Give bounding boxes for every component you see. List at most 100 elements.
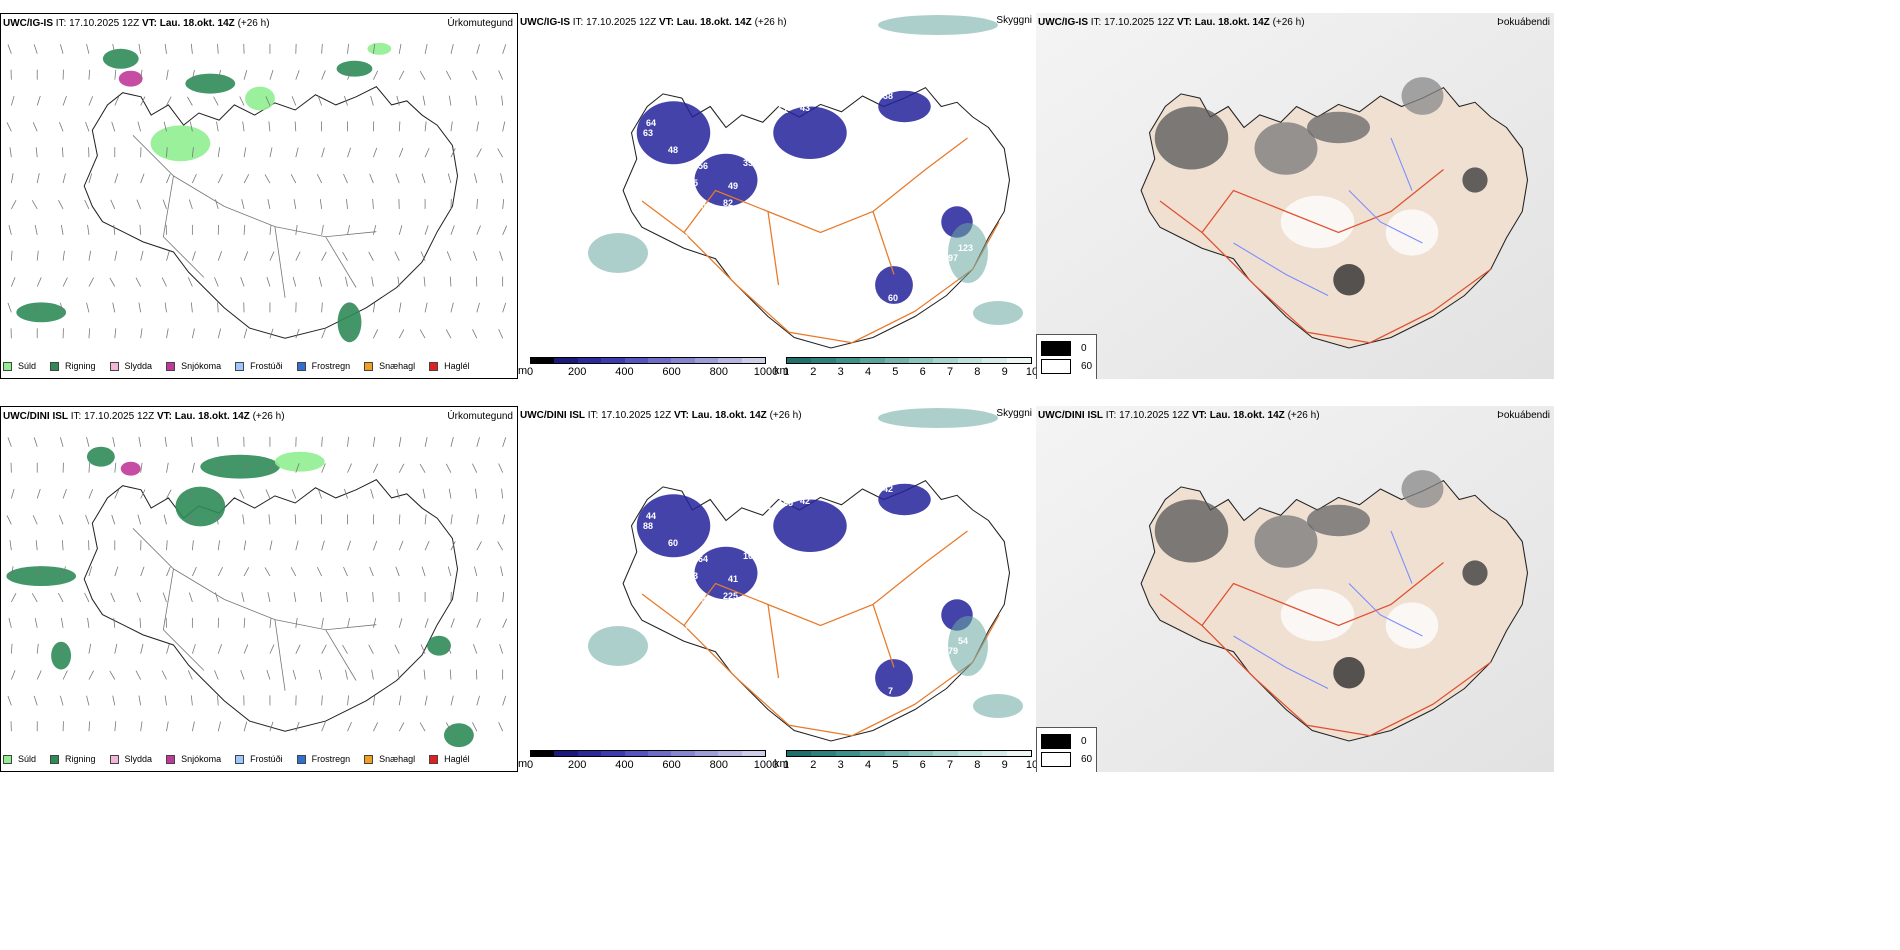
wind-barb — [136, 592, 142, 603]
wind-barb — [60, 224, 64, 235]
wind-barb — [290, 174, 297, 184]
wind-barb — [216, 514, 219, 525]
wind-barb — [31, 200, 38, 210]
wind-barb — [239, 489, 245, 499]
wind-barb — [497, 148, 504, 158]
colorbar-scale — [530, 750, 766, 757]
legend-label: Frostregn — [311, 361, 351, 371]
colorbar-segment — [554, 358, 578, 363]
wind-barb — [344, 488, 348, 499]
wind-barb — [112, 43, 116, 54]
legend-swatch — [235, 754, 245, 764]
wind-barb — [321, 70, 326, 80]
wind-barb — [295, 463, 300, 473]
visibility-area — [588, 233, 648, 273]
cloud-base-label: 107 — [743, 551, 758, 561]
colorbar-scale — [786, 357, 1032, 364]
wind-barb — [213, 489, 219, 499]
colorbar-segment — [601, 358, 625, 363]
wind-barb — [10, 250, 13, 261]
wind-barb — [295, 70, 300, 80]
cloud-base-label: 60 — [888, 293, 898, 303]
wind-barb — [396, 488, 400, 499]
wind-barb — [187, 670, 193, 680]
wind-barb — [370, 95, 374, 106]
wind-barb — [398, 695, 402, 706]
wind-barb — [295, 328, 300, 339]
wind-barb — [423, 669, 426, 680]
wind-barb — [109, 670, 116, 680]
wind-barb — [163, 514, 167, 525]
cloud-base-label: 54 — [933, 461, 943, 471]
wind-barb — [295, 251, 301, 261]
colorbar-tick: 5 — [892, 366, 899, 378]
wind-barb — [137, 514, 142, 525]
wind-barb — [446, 251, 452, 261]
legend-label: Slydda — [124, 361, 153, 371]
wind-barb — [161, 277, 167, 287]
wind-barb — [36, 488, 41, 499]
wind-barb — [61, 147, 64, 158]
panel-title: UWC/DINI ISL IT: 17.10.2025 12Z VT: Lau.… — [1038, 410, 1320, 421]
colorbar-tick: 0 — [526, 759, 534, 771]
road-lines — [132, 135, 377, 298]
cloud-base-label: 7 — [888, 686, 893, 696]
wind-barb — [138, 302, 142, 313]
wind-barb — [450, 695, 454, 706]
wind-barb — [420, 251, 426, 261]
precip-area — [443, 723, 474, 748]
wind-barb — [498, 70, 504, 80]
precip-map — [6, 42, 508, 343]
legend-swatch — [109, 361, 119, 371]
colorbar-unit: m — [518, 365, 528, 377]
colorbar-unit: km — [774, 365, 789, 377]
wind-barb — [191, 644, 196, 654]
wind-barb — [114, 462, 117, 473]
colorbar-segment — [811, 751, 836, 756]
wind-barb — [191, 462, 195, 473]
legend-swatch — [235, 361, 245, 371]
wind-barb — [58, 514, 64, 525]
road-lines — [641, 137, 1000, 344]
wind-barb — [424, 618, 429, 628]
cloud-base-label: 97 — [948, 253, 958, 263]
wind-barb — [10, 670, 16, 680]
wind-barb — [347, 224, 350, 235]
wind-barb — [36, 566, 40, 577]
wind-barb — [372, 618, 377, 628]
wind-barb — [114, 328, 117, 339]
wind-barb — [445, 329, 452, 339]
wind-barb — [321, 644, 327, 654]
wind-barb — [269, 328, 274, 339]
wind-barb — [472, 722, 478, 732]
colorbar-unit: km — [774, 758, 789, 770]
wind-barb — [166, 566, 171, 577]
legend-item: Súld — [3, 754, 36, 764]
precip-area — [120, 461, 141, 476]
colorbar-tick: 10 — [1025, 366, 1036, 378]
legend-label: Slydda — [124, 754, 153, 764]
low-cloud-area — [878, 483, 931, 516]
wind-barb — [372, 198, 374, 209]
legend-item: Frostregn — [296, 754, 350, 764]
cloud-map: 1011256576385143566264634856453549404177… — [588, 15, 1023, 349]
legend-swatch — [364, 754, 374, 764]
cloud-base-label: 185 — [778, 498, 793, 508]
wind-barb — [62, 250, 65, 261]
wind-barb — [445, 463, 452, 473]
cloud-base-label: 163 — [748, 614, 763, 624]
legend-label: Snæhagl — [379, 361, 416, 371]
precip-area — [427, 635, 451, 656]
cloud-base-label: 85 — [678, 626, 688, 636]
wind-barb — [162, 592, 167, 603]
cloud-height-colorbar: m 0 200 400 600 800 1000 — [518, 357, 778, 378]
wind-barb — [113, 224, 116, 235]
wind-barb — [34, 224, 38, 235]
wind-barb — [269, 463, 274, 473]
wind-barb — [476, 591, 478, 602]
cloud-base-label: 64 — [698, 554, 708, 564]
precip-area — [118, 70, 143, 87]
wind-barb — [190, 43, 193, 54]
wind-barb — [476, 148, 482, 158]
legend-label: Rigning — [65, 754, 96, 764]
